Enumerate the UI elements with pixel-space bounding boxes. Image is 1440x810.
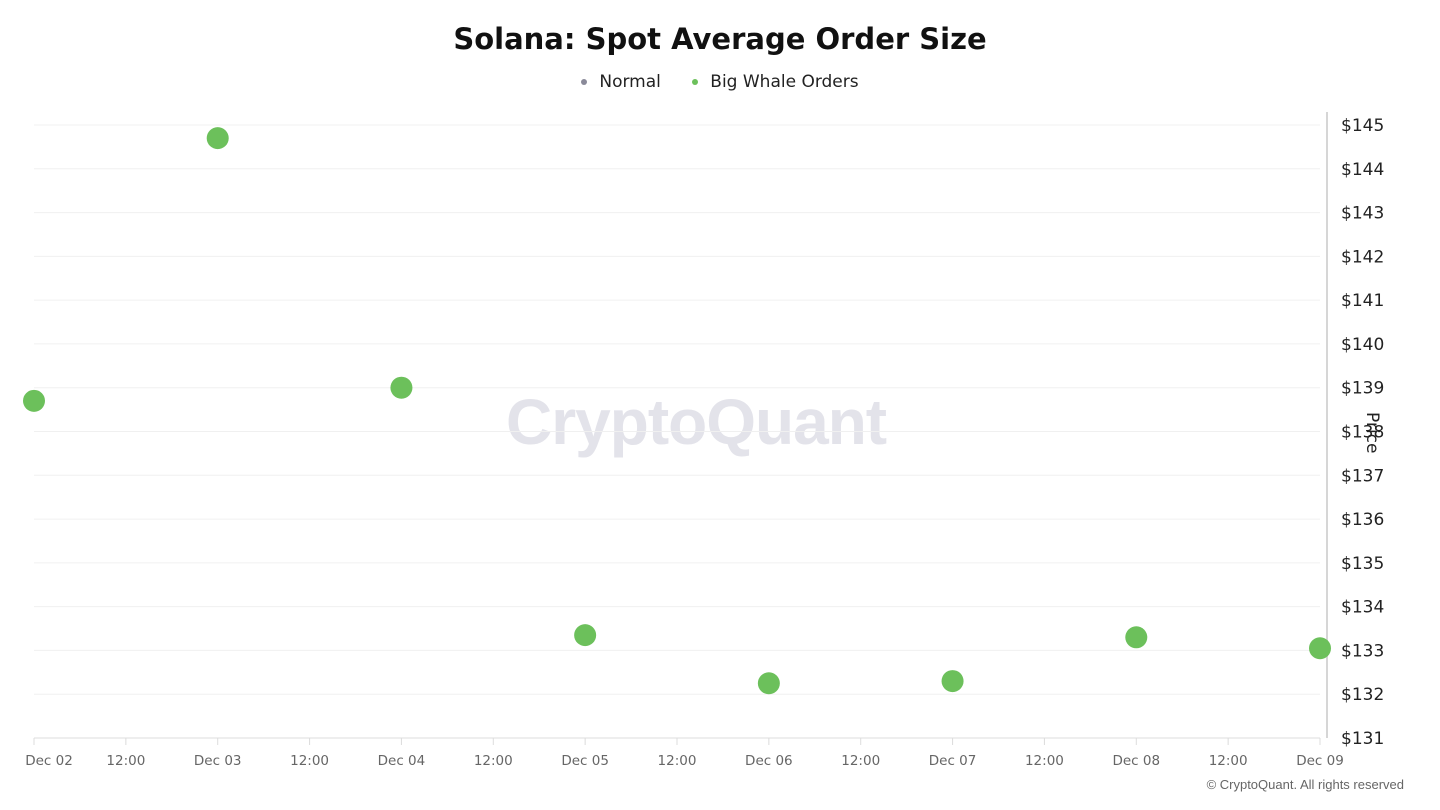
y-tick-label: $144	[1341, 160, 1384, 180]
legend-label-whale: Big Whale Orders	[710, 72, 859, 92]
y-axis-title: Price	[1362, 412, 1382, 454]
y-tick-label: $142	[1341, 247, 1384, 267]
y-tick-label: $138	[1341, 423, 1384, 443]
y-tick-label: $140	[1341, 335, 1384, 355]
x-tick-label: 12:00	[106, 753, 145, 769]
data-point[interactable]	[757, 672, 780, 695]
legend-item-big-whale-orders[interactable]: Big Whale Orders	[692, 72, 859, 92]
y-tick-label: $135	[1341, 554, 1384, 574]
legend-dot-normal-icon	[581, 79, 588, 85]
legend: Normal Big Whale Orders	[0, 70, 1440, 92]
legend-label-normal: Normal	[599, 72, 661, 92]
y-tick-label: $141	[1341, 291, 1384, 311]
y-tick-label: $131	[1341, 729, 1384, 749]
data-point[interactable]	[206, 127, 229, 150]
y-tick-label: $145	[1341, 116, 1384, 136]
y-tick-label: $133	[1341, 641, 1384, 661]
x-tick-label: 12:00	[474, 753, 513, 769]
data-point[interactable]	[390, 376, 413, 399]
y-tick-label: $134	[1341, 598, 1384, 618]
x-tick-label: Dec 04	[378, 753, 426, 769]
x-tick-label: 12:00	[841, 753, 880, 769]
x-tick-label: Dec 09	[1296, 753, 1344, 769]
y-tick-label: $143	[1341, 204, 1384, 224]
data-points[interactable]	[23, 127, 1331, 695]
x-tick-label: 12:00	[1209, 753, 1248, 769]
y-tick-label: $137	[1341, 466, 1384, 486]
data-point[interactable]	[1125, 626, 1148, 649]
y-axis: $145 $144 $143 $142 $141 $140 $139 $138 $137 $136…	[1326, 112, 1384, 749]
x-tick-label: Dec 05	[561, 753, 609, 769]
x-tick-label: Dec 03	[194, 753, 242, 769]
copyright: © CryptoQuant. All rights reserved	[1206, 777, 1404, 792]
legend-item-normal[interactable]: Normal	[581, 72, 661, 92]
x-axis: Dec 02 12:00 Dec 03 12:00 Dec 04 12:00 Dec 05 1…	[25, 737, 1344, 769]
y-tick-label: $139	[1341, 379, 1384, 399]
y-tick-label: $136	[1341, 510, 1384, 530]
y-tick-label: $132	[1341, 685, 1384, 705]
chart-title: Solana: Spot Average Order Size	[453, 22, 987, 56]
data-point[interactable]	[574, 624, 597, 647]
watermark: CryptoQuant	[506, 386, 887, 458]
x-tick-label: Dec 08	[1112, 753, 1160, 769]
x-tick-label: Dec 02	[25, 753, 73, 769]
x-tick-label: 12:00	[290, 753, 329, 769]
x-tick-label: Dec 07	[929, 753, 977, 769]
x-tick-label: 12:00	[1025, 753, 1064, 769]
data-point[interactable]	[1309, 637, 1331, 660]
data-point[interactable]	[941, 670, 964, 693]
gridlines	[34, 124, 1320, 695]
x-tick-label: 12:00	[658, 753, 697, 769]
x-tick-label: Dec 06	[745, 753, 793, 769]
legend-dot-whale-icon	[692, 79, 699, 85]
data-point[interactable]	[23, 389, 45, 412]
